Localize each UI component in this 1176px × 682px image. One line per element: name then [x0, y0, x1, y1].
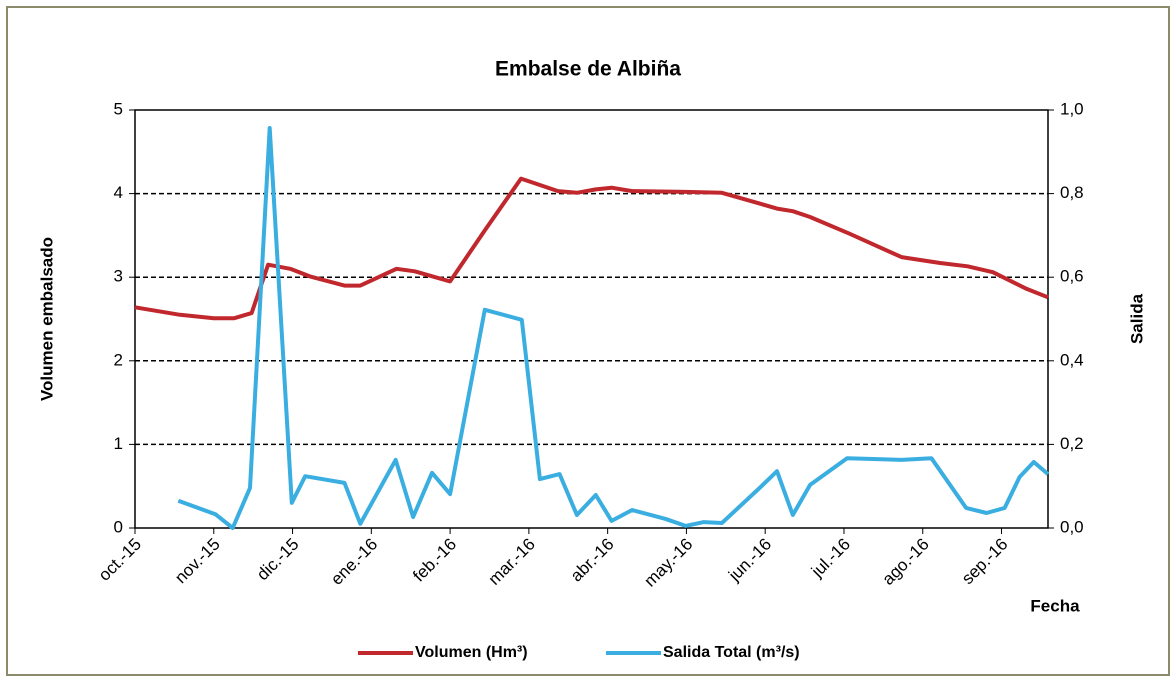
- y-tick-label: 2: [114, 350, 123, 369]
- y-tick-label: 4: [114, 183, 123, 202]
- y2-tick-label: 0,6: [1060, 267, 1084, 286]
- y2-axis-label: Salida: [1127, 293, 1146, 344]
- x-axis-label: Fecha: [1030, 596, 1080, 615]
- legend-label: Volumen (Hm³): [415, 644, 528, 661]
- data-line: [177, 126, 1050, 530]
- y-tick-label: 3: [114, 267, 123, 286]
- y2-tick-label: 0,2: [1060, 434, 1084, 453]
- chart-frame: [6, 6, 1170, 676]
- y2-tick-label: 0,4: [1060, 350, 1084, 369]
- y2-tick-label: 1,0: [1060, 99, 1084, 118]
- chart-title: Embalse de Albiña: [495, 58, 681, 81]
- y-tick-label: 0: [114, 517, 123, 536]
- y-tick-label: 5: [114, 99, 123, 118]
- y-tick-label: 1: [114, 434, 123, 453]
- legend-label: Salida Total (m³/s): [663, 644, 800, 661]
- y2-tick-label: 0,0: [1060, 517, 1084, 536]
- plot-area: [134, 109, 1049, 529]
- data-line: [134, 176, 1049, 321]
- y-axis-label: Volumen embalsado: [37, 237, 56, 401]
- y2-tick-label: 0,8: [1060, 183, 1084, 202]
